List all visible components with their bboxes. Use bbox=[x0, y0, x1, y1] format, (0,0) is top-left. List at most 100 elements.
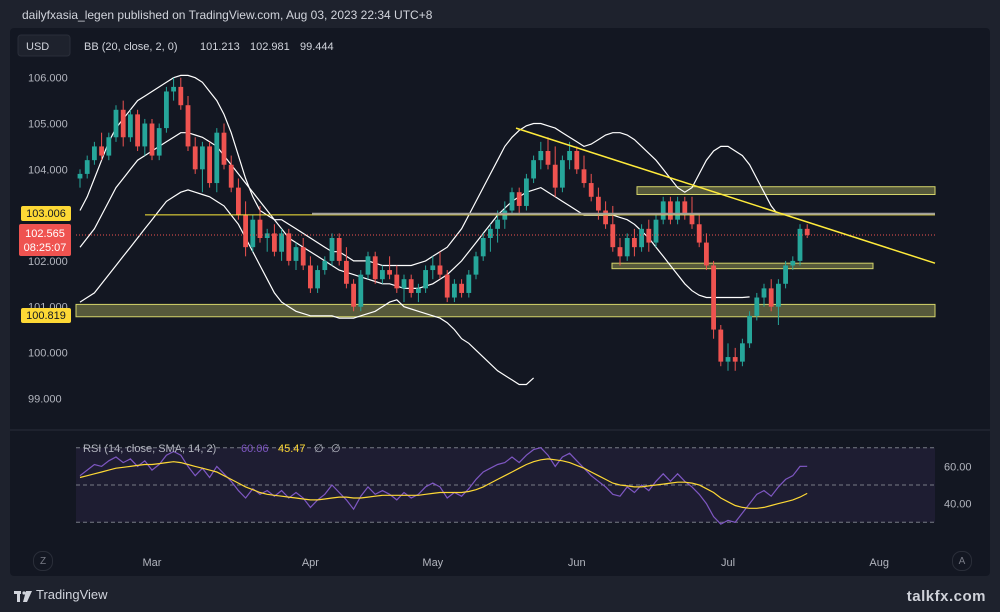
x-tick-label: Apr bbox=[302, 557, 319, 569]
candle bbox=[581, 155, 587, 188]
candle bbox=[444, 270, 450, 303]
candle-body bbox=[639, 228, 644, 248]
candle bbox=[92, 141, 97, 165]
candle-body bbox=[387, 270, 392, 275]
candle bbox=[624, 233, 630, 261]
candle bbox=[531, 155, 536, 184]
bb-middle-line bbox=[79, 132, 750, 299]
candle bbox=[761, 283, 767, 307]
candle bbox=[178, 77, 184, 110]
candle bbox=[250, 215, 256, 252]
candle bbox=[588, 173, 594, 202]
bb-lower-value: 99.444 bbox=[300, 41, 334, 53]
candle-body bbox=[596, 196, 601, 211]
candle-body bbox=[120, 109, 126, 138]
candle-body bbox=[704, 242, 709, 266]
candle-body bbox=[221, 132, 227, 165]
candle-body bbox=[495, 219, 500, 229]
candle-body bbox=[77, 173, 83, 179]
price-y-tick-label: 102.000 bbox=[28, 256, 68, 268]
candle bbox=[272, 224, 277, 257]
candle-body bbox=[509, 192, 515, 211]
candle bbox=[142, 118, 148, 156]
rsi-extra-2: ∅ bbox=[331, 443, 341, 455]
candle bbox=[344, 247, 349, 289]
bb-legend-label[interactable]: BB (20, close, 2, 0) bbox=[84, 41, 178, 53]
currency-button[interactable] bbox=[17, 34, 71, 57]
candle-body bbox=[142, 123, 148, 147]
candle bbox=[790, 256, 796, 271]
candle bbox=[574, 146, 580, 174]
x-tick-label: Aug bbox=[869, 557, 889, 569]
candle bbox=[351, 279, 356, 312]
candle bbox=[495, 210, 500, 243]
candle-body bbox=[358, 274, 364, 307]
candle bbox=[135, 109, 140, 151]
candle-body bbox=[228, 164, 234, 188]
candle bbox=[545, 137, 551, 170]
downtrend-line bbox=[515, 127, 936, 264]
bb-lower-line bbox=[79, 189, 535, 386]
candle-body bbox=[164, 91, 169, 129]
candle bbox=[768, 279, 774, 312]
candle-body bbox=[300, 247, 306, 266]
candle-body bbox=[329, 238, 335, 261]
candle bbox=[488, 224, 493, 252]
tradingview-logo[interactable]: TradingView bbox=[14, 587, 108, 602]
candle-body bbox=[538, 151, 544, 161]
candle-body bbox=[286, 233, 292, 261]
publisher-line: dailyfxasia_legen published on TradingVi… bbox=[22, 8, 433, 22]
candle-body bbox=[668, 201, 673, 220]
candle-body bbox=[473, 256, 479, 275]
candle bbox=[797, 224, 803, 266]
bb-upper-value: 102.981 bbox=[250, 41, 290, 53]
candle bbox=[264, 228, 270, 252]
candle-body bbox=[214, 132, 220, 184]
candle bbox=[524, 173, 529, 211]
price-y-tick-label: 106.000 bbox=[28, 73, 68, 85]
candle-body bbox=[452, 283, 457, 298]
support-price-text: 100.819 bbox=[26, 310, 66, 322]
candle bbox=[106, 132, 112, 161]
candle bbox=[185, 96, 191, 151]
candle bbox=[437, 251, 443, 280]
candle-body bbox=[552, 164, 558, 188]
candle bbox=[120, 100, 126, 147]
candle-body bbox=[315, 270, 320, 289]
candle bbox=[200, 141, 205, 193]
candle bbox=[293, 242, 299, 271]
candle bbox=[711, 260, 716, 339]
candle-body bbox=[711, 265, 716, 330]
candle-body bbox=[776, 283, 781, 307]
candle-body bbox=[344, 260, 349, 284]
candle-body bbox=[610, 224, 616, 248]
candle-body bbox=[99, 146, 104, 156]
candle-body bbox=[660, 201, 666, 220]
candle bbox=[516, 187, 522, 216]
candle-body bbox=[790, 260, 796, 266]
candle-body bbox=[761, 288, 767, 298]
candle-body bbox=[207, 146, 212, 184]
zoom-left-button[interactable]: Z bbox=[33, 551, 53, 571]
candle bbox=[725, 343, 731, 371]
candle-body bbox=[740, 343, 745, 362]
x-tick-label: Jun bbox=[568, 557, 586, 569]
candle bbox=[308, 256, 313, 293]
candle-body bbox=[322, 260, 328, 271]
resistance-price-text: 103.006 bbox=[26, 208, 66, 220]
candle-body bbox=[351, 283, 356, 307]
rsi-legend-label[interactable]: RSI (14, close, SMA, 14, 2) bbox=[83, 443, 216, 455]
candle bbox=[286, 228, 292, 266]
candle bbox=[315, 265, 320, 293]
candle-body bbox=[200, 146, 205, 170]
auto-scale-button[interactable]: A bbox=[952, 551, 972, 571]
candle bbox=[236, 178, 241, 220]
currency-button-label: USD bbox=[26, 41, 49, 53]
candle bbox=[617, 238, 623, 266]
candle bbox=[164, 86, 169, 133]
candle-body bbox=[185, 105, 191, 147]
bb-middle-value: 101.213 bbox=[200, 41, 240, 53]
candle bbox=[804, 224, 810, 238]
candle-body bbox=[797, 228, 803, 261]
